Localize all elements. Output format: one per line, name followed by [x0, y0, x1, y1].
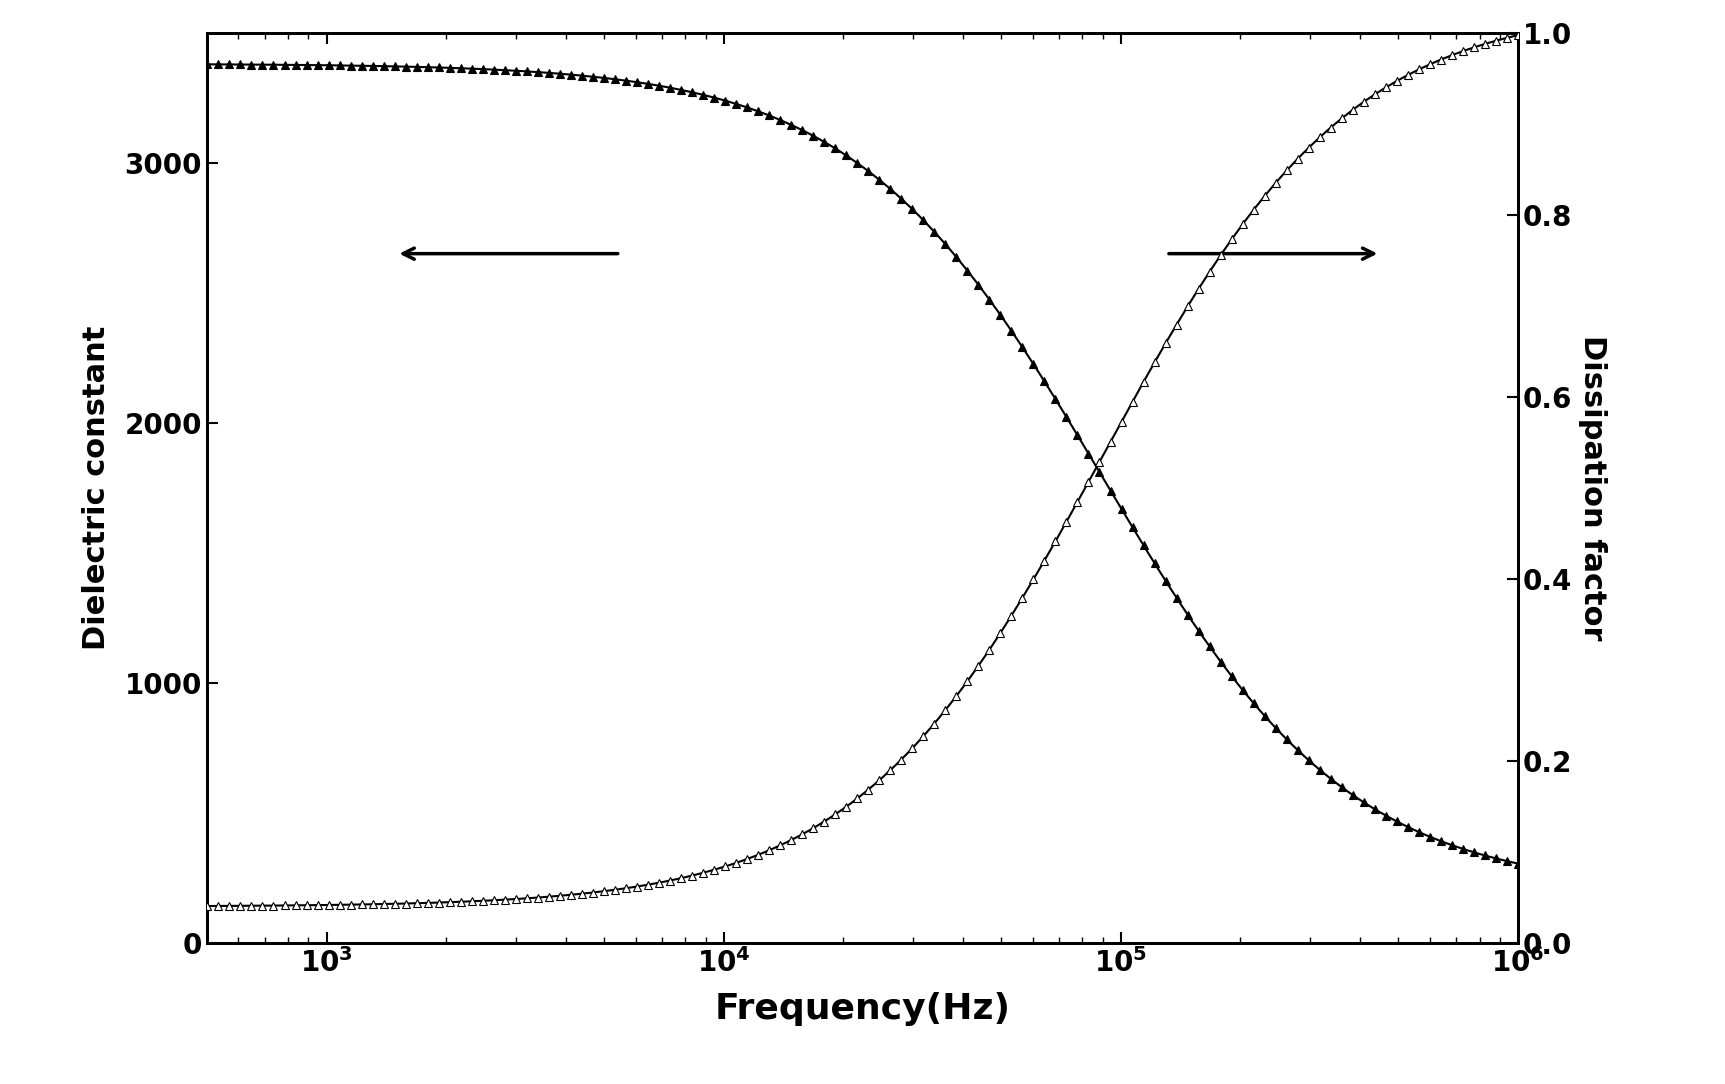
X-axis label: Frequency(Hz): Frequency(Hz) [714, 992, 1011, 1025]
Y-axis label: Dielectric constant: Dielectric constant [81, 325, 110, 650]
Y-axis label: Dissipation factor: Dissipation factor [1578, 335, 1608, 641]
